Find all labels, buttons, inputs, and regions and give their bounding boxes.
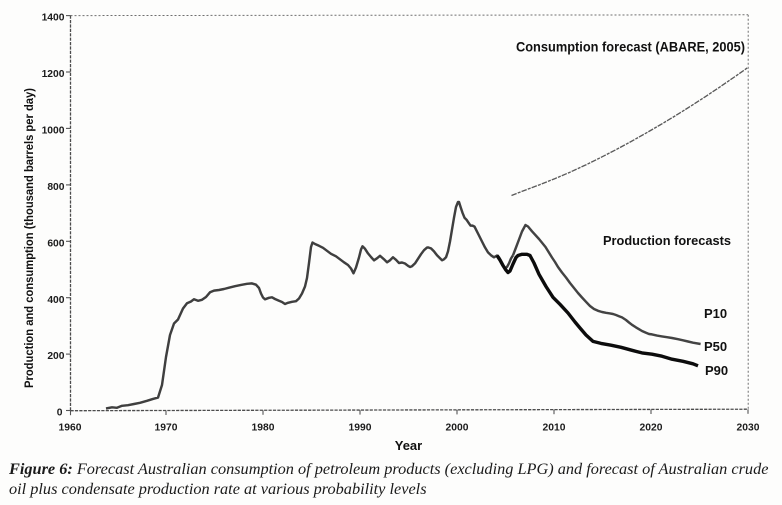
svg-text:1960: 1960	[59, 423, 82, 434]
svg-text:800: 800	[47, 182, 64, 193]
svg-text:Consumption forecast (ABARE, 2: Consumption forecast (ABARE, 2005)	[516, 40, 745, 55]
svg-text:1000: 1000	[42, 126, 65, 137]
svg-text:Year: Year	[395, 438, 422, 453]
svg-text:0: 0	[57, 408, 63, 419]
svg-text:1970: 1970	[155, 423, 178, 434]
svg-text:Production and consumption (th: Production and consumption (thousand bar…	[22, 88, 36, 388]
svg-text:600: 600	[47, 238, 64, 249]
svg-text:1980: 1980	[252, 423, 275, 434]
svg-text:P90: P90	[705, 363, 728, 378]
svg-text:2010: 2010	[543, 423, 566, 434]
svg-text:Production forecasts: Production forecasts	[603, 233, 731, 248]
svg-text:400: 400	[47, 295, 64, 306]
svg-text:1400: 1400	[42, 13, 65, 24]
svg-text:1200: 1200	[42, 69, 65, 80]
svg-text:2000: 2000	[446, 423, 469, 434]
svg-text:1990: 1990	[349, 423, 372, 434]
svg-text:2020: 2020	[640, 423, 663, 434]
svg-text:P10: P10	[704, 306, 727, 321]
svg-text:P50: P50	[704, 339, 727, 354]
svg-text:200: 200	[47, 351, 64, 362]
svg-text:2030: 2030	[737, 423, 760, 434]
